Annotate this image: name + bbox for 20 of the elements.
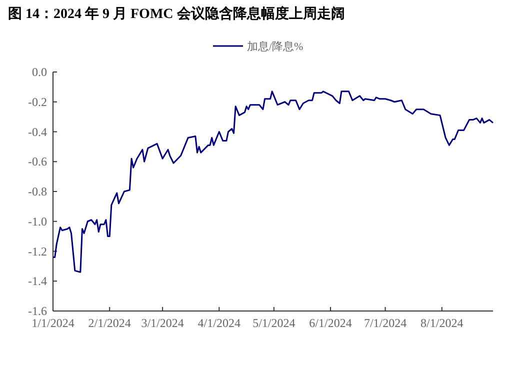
x-tick-label: 3/1/2024 bbox=[141, 316, 184, 330]
y-tick-label: -0.4 bbox=[28, 124, 47, 139]
y-tick-label: -1.4 bbox=[28, 274, 47, 288]
y-tick-label: 0.0 bbox=[32, 65, 47, 79]
chart-title: 图 14：2024 年 9 月 FOMC 会议隐含降息幅度上周走阔 bbox=[8, 5, 345, 22]
x-tick-label: 1/1/2024 bbox=[32, 316, 74, 330]
y-tick-label: -0.2 bbox=[28, 94, 47, 109]
x-tick-label: 7/1/2024 bbox=[364, 316, 407, 330]
legend-label: 加息/降息% bbox=[247, 40, 304, 53]
x-tick-label: 2/1/2024 bbox=[88, 316, 131, 330]
y-tick-label: -0.8 bbox=[28, 184, 47, 198]
x-tick-label: 5/1/2024 bbox=[252, 316, 296, 330]
line-series bbox=[52, 90, 494, 273]
y-tick-label: -1.6 bbox=[28, 304, 47, 318]
x-tick-label: 4/1/2024 bbox=[198, 316, 240, 330]
x-tick-label: 8/1/2024 bbox=[420, 316, 464, 330]
y-tick-label: -1.0 bbox=[28, 214, 47, 228]
y-tick-label: -0.6 bbox=[28, 154, 47, 169]
x-tick-label: 6/1/2024 bbox=[309, 316, 352, 330]
y-tick-label: -1.2 bbox=[28, 244, 47, 258]
